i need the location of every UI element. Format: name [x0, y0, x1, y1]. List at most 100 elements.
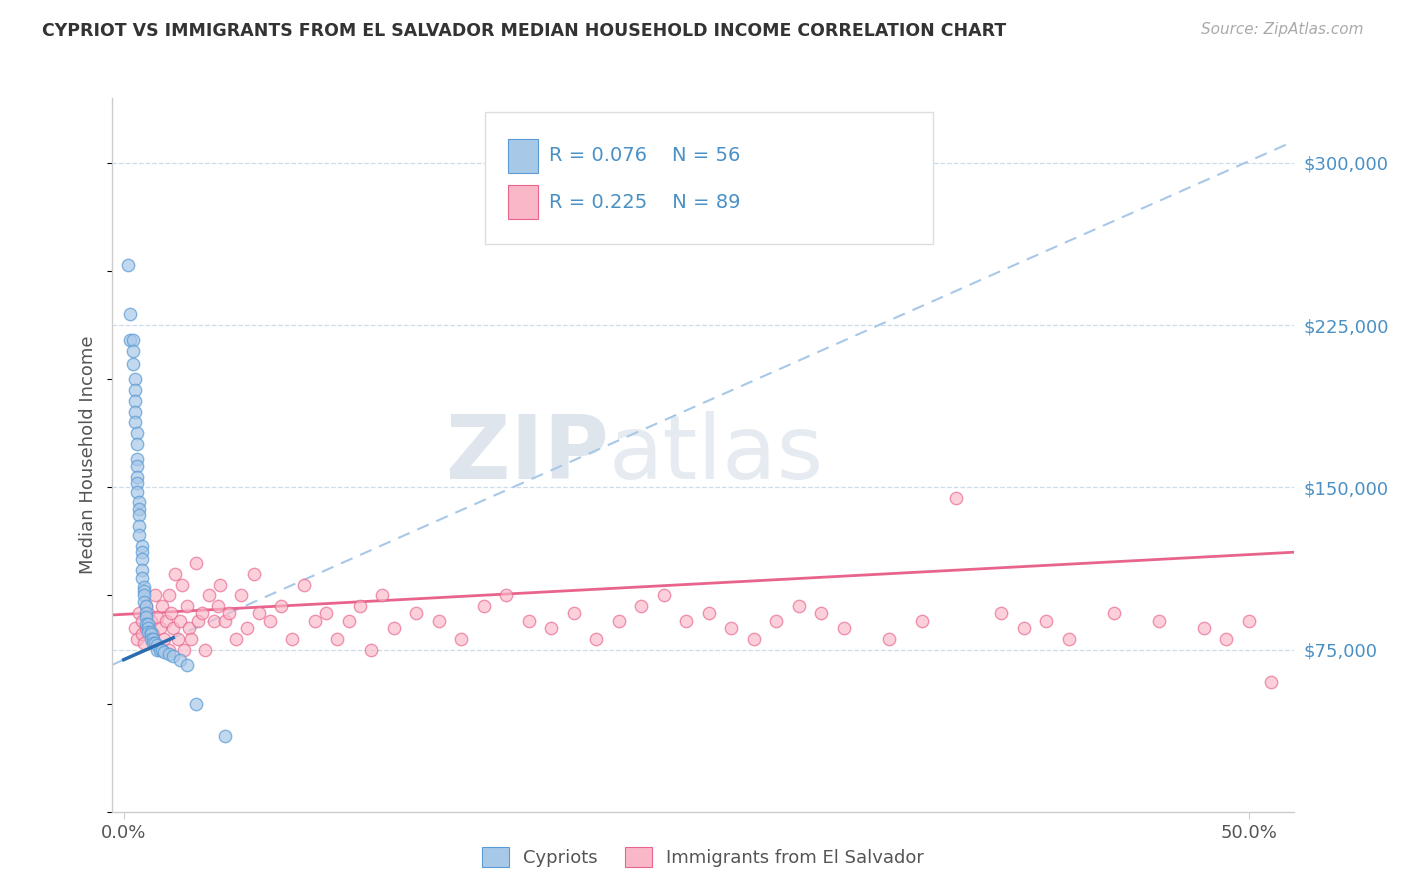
Point [127, 426, 149, 441]
Point [128, 508, 150, 523]
Point [495, 589, 517, 603]
Point [153, 632, 176, 646]
Point [427, 615, 450, 629]
Point [207, 599, 229, 614]
Point [810, 606, 832, 620]
Point [630, 599, 652, 614]
Point [157, 589, 180, 603]
Text: ZIP: ZIP [446, 411, 609, 499]
Point [121, 344, 143, 359]
Point [135, 610, 157, 624]
Point [304, 615, 326, 629]
Point [176, 599, 198, 614]
Point [187, 615, 209, 629]
Point [121, 357, 143, 371]
Point [177, 621, 200, 635]
Legend: Cypriots, Immigrants from El Salvador: Cypriots, Immigrants from El Salvador [474, 839, 932, 874]
Point [450, 632, 472, 646]
Point [877, 632, 900, 646]
Point [157, 647, 180, 661]
Point [132, 595, 155, 609]
Text: R = 0.225    N = 89: R = 0.225 N = 89 [550, 193, 741, 211]
Point [131, 545, 153, 559]
Point [160, 606, 183, 620]
Text: R = 0.076    N = 56: R = 0.076 N = 56 [550, 145, 741, 165]
Point [131, 551, 153, 566]
Point [132, 580, 155, 594]
Point [832, 621, 855, 635]
Point [214, 729, 236, 743]
Point [146, 610, 169, 624]
Point [127, 452, 149, 467]
Point [128, 495, 150, 509]
Point [1012, 621, 1035, 635]
Point [127, 484, 149, 499]
Point [1057, 632, 1080, 646]
Point [247, 606, 270, 620]
Point [120, 307, 142, 321]
Point [142, 627, 165, 641]
Point [675, 615, 697, 629]
Point [162, 621, 184, 635]
Point [127, 437, 149, 451]
Point [146, 642, 169, 657]
Point [292, 577, 315, 591]
Point [184, 556, 207, 570]
Point [124, 621, 146, 635]
Point [652, 589, 675, 603]
Point [697, 606, 720, 620]
Point [229, 589, 252, 603]
Point [143, 589, 166, 603]
Point [132, 636, 155, 650]
Bar [508, 139, 537, 173]
Point [214, 615, 236, 629]
Point [173, 642, 195, 657]
Point [1260, 675, 1282, 690]
Point [131, 562, 153, 576]
Point [138, 625, 160, 640]
Point [382, 621, 405, 635]
Point [146, 638, 169, 652]
Point [124, 405, 146, 419]
Point [169, 615, 191, 629]
Point [138, 606, 160, 620]
Point [139, 632, 162, 646]
Bar [508, 186, 537, 219]
Point [131, 627, 153, 641]
Point [132, 589, 155, 603]
Point [117, 258, 139, 272]
Point [131, 571, 153, 585]
Point [169, 653, 191, 667]
Point [155, 615, 177, 629]
Point [315, 606, 337, 620]
Point [128, 528, 150, 542]
Point [765, 615, 787, 629]
Point [162, 648, 184, 663]
Point [128, 519, 150, 533]
Point [191, 606, 214, 620]
Point [124, 383, 146, 397]
FancyBboxPatch shape [485, 112, 934, 244]
Point [1102, 606, 1125, 620]
Point [337, 615, 360, 629]
Point [281, 632, 304, 646]
Point [360, 642, 382, 657]
Point [218, 606, 240, 620]
Point [139, 615, 162, 629]
Point [176, 657, 198, 672]
Point [472, 599, 495, 614]
Text: Source: ZipAtlas.com: Source: ZipAtlas.com [1201, 22, 1364, 37]
Point [124, 372, 146, 386]
Point [194, 642, 217, 657]
Point [127, 469, 149, 483]
Point [990, 606, 1012, 620]
Point [259, 615, 281, 629]
Point [540, 621, 562, 635]
Point [326, 632, 349, 646]
Point [172, 577, 194, 591]
Point [1237, 615, 1260, 629]
Point [127, 476, 149, 491]
Point [165, 566, 187, 581]
Point [225, 632, 247, 646]
Point [607, 615, 630, 629]
